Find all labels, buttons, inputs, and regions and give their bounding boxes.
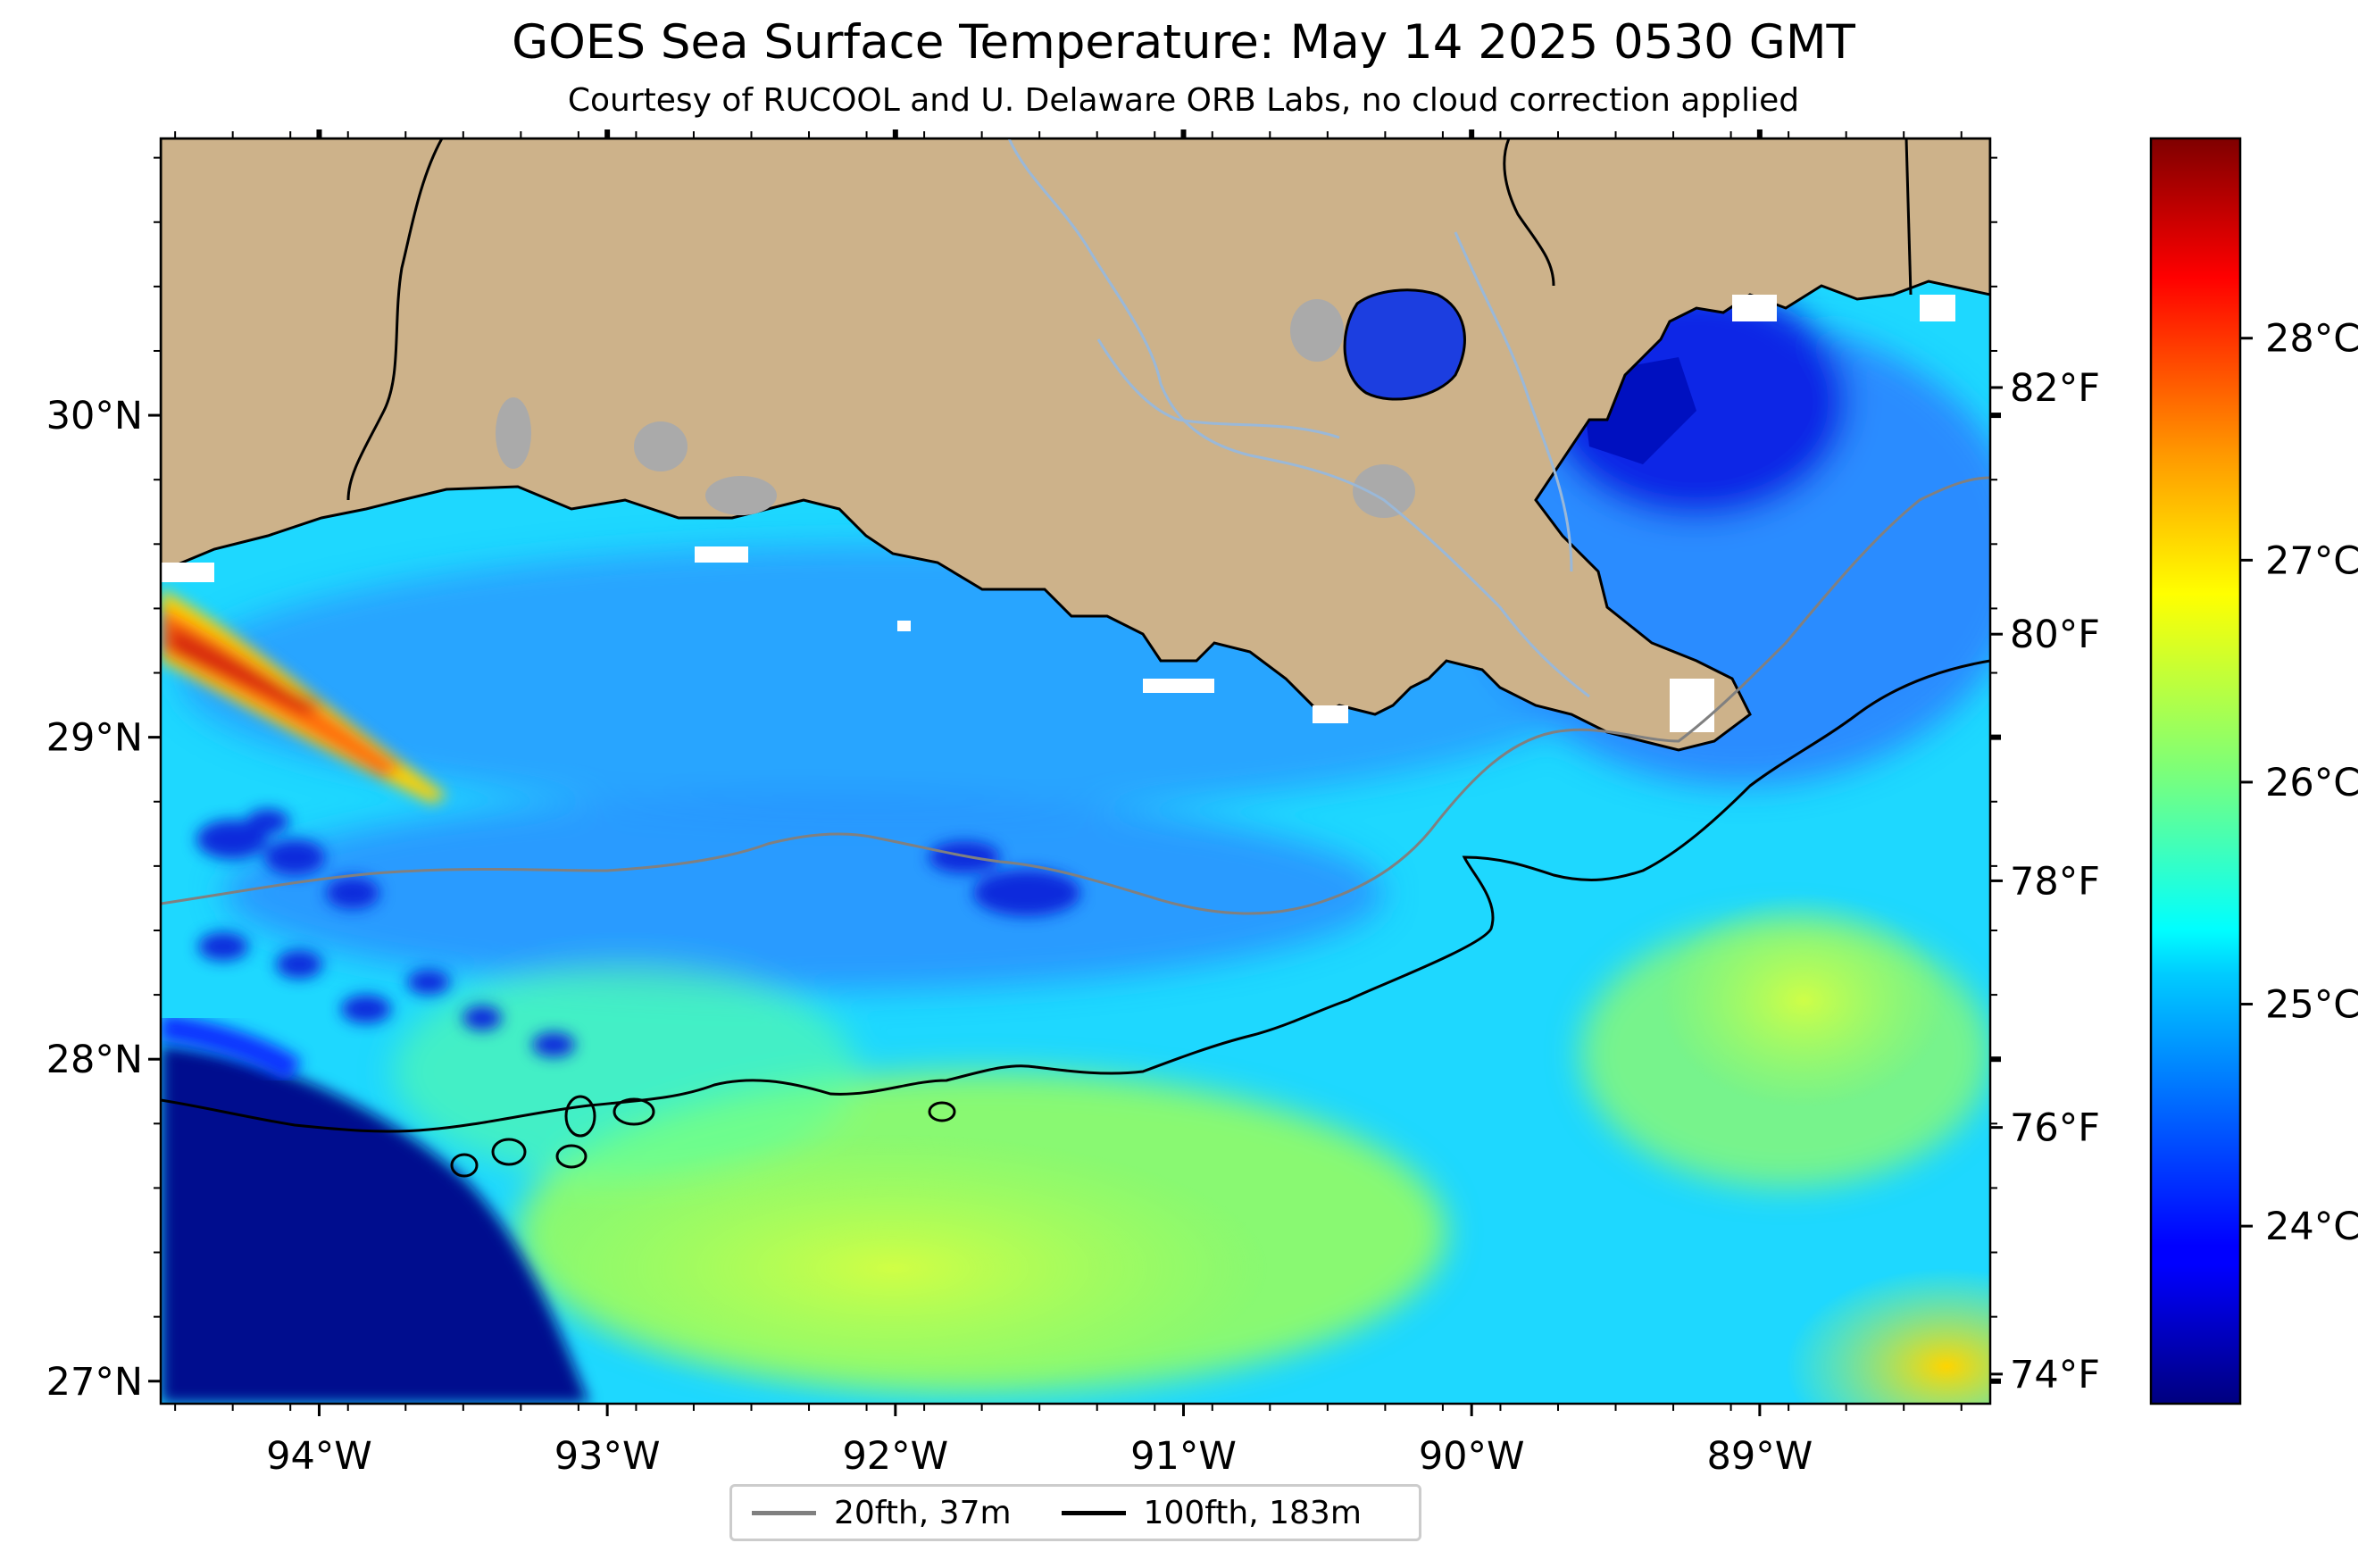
celsius-ticks: 24°C 25°C 26°C 27°C 28°C	[2240, 317, 2360, 1249]
f-tick-label: 82°F	[2010, 366, 2100, 411]
lon-tick-label: 91°W	[1130, 1434, 1237, 1479]
state-borders	[346, 138, 1913, 501]
latitude-ticks: 30°N 29°N 28°N 27°N	[46, 156, 2001, 1405]
map-frame	[159, 137, 1992, 1405]
colorbar-gradient	[2149, 137, 2242, 1405]
fahrenheit-ticks: 82°F 80°F 78°F 76°F 74°F	[1990, 366, 2100, 1397]
sst-field	[161, 138, 1990, 1404]
c-tick-label: 26°C	[2265, 761, 2360, 805]
lon-tick-label: 89°W	[1706, 1434, 1813, 1479]
lon-tick-label: 90°W	[1419, 1434, 1525, 1479]
map-title: GOES Sea Surface Temperature: May 14 202…	[512, 15, 1855, 70]
lake-pontchartrain	[1343, 288, 1466, 401]
lat-tick-label: 28°N	[46, 1038, 143, 1082]
f-tick-label: 80°F	[2010, 613, 2100, 657]
f-tick-label: 78°F	[2010, 859, 2100, 904]
f-tick-label: 74°F	[2010, 1353, 2100, 1397]
lat-tick-label: 30°N	[46, 394, 143, 438]
lon-tick-label: 93°W	[554, 1434, 661, 1479]
legend-label-100fth: 100fth, 183m	[1143, 1494, 1362, 1531]
map-subtitle: Courtesy of RUCOOL and U. Delaware ORB L…	[567, 82, 1800, 119]
c-tick-label: 28°C	[2265, 317, 2360, 362]
lon-tick-label: 94°W	[266, 1434, 372, 1479]
legend-item-20fth: 20fth, 37m	[752, 1495, 1012, 1531]
lat-tick-label: 29°N	[46, 716, 143, 761]
isobath-100fth	[161, 659, 1990, 1133]
lon-tick-label: 92°W	[842, 1434, 948, 1479]
c-tick-label: 27°C	[2265, 538, 2360, 583]
land-mass	[161, 138, 1990, 752]
rivers	[1007, 138, 1590, 698]
isobath-legend: 20fth, 37m 100fth, 183m	[729, 1484, 1421, 1541]
legend-swatch-100fth	[1061, 1510, 1126, 1515]
legend-item-100fth: 100fth, 183m	[1061, 1494, 1362, 1531]
f-tick-label: 76°F	[2010, 1106, 2100, 1151]
map-area	[161, 138, 1990, 1404]
longitude-ticks: 94°W 93°W 92°W 91°W 90°W 89°W	[174, 129, 1963, 1479]
c-tick-label: 25°C	[2265, 983, 2360, 1028]
isobath-20fth	[161, 476, 1990, 915]
c-tick-label: 24°C	[2265, 1205, 2360, 1249]
legend-swatch-20fth	[752, 1510, 816, 1515]
colorbar: 24°C 25°C 26°C 27°C 28°C	[2149, 137, 2360, 1405]
lat-tick-label: 27°N	[46, 1360, 143, 1405]
legend-label-20fth: 20fth, 37m	[834, 1494, 1012, 1531]
inland-lakes	[496, 299, 1415, 518]
